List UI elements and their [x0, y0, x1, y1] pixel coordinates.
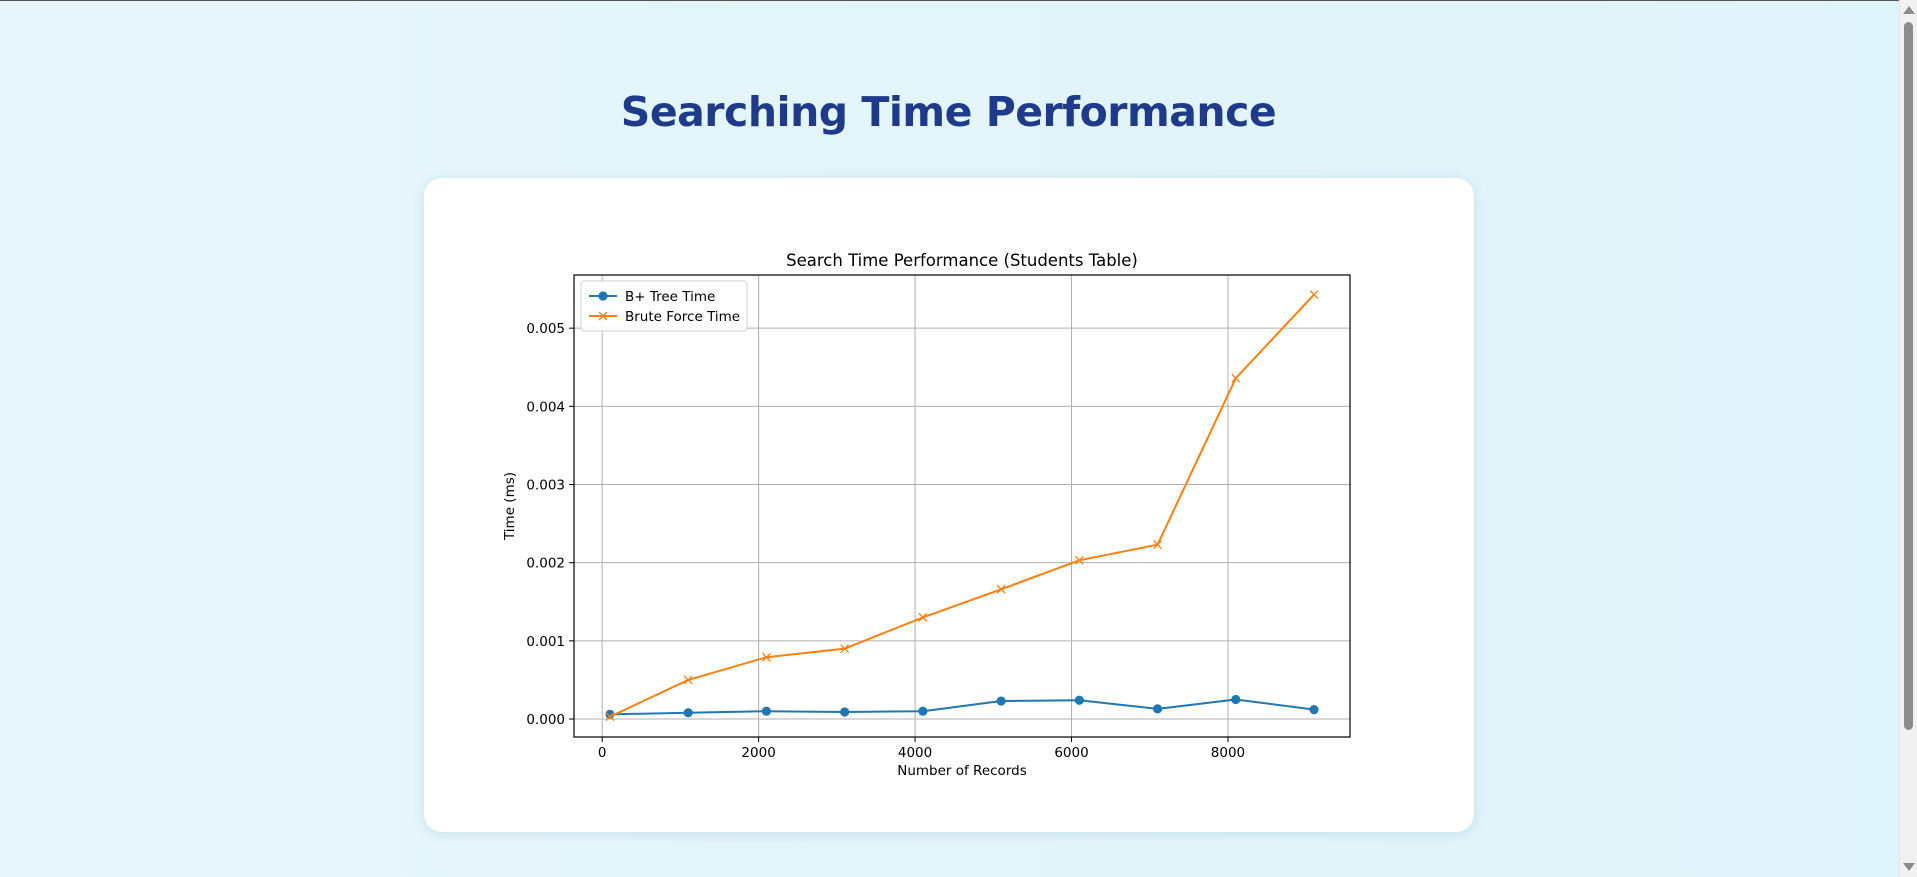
series-0: [605, 694, 1319, 719]
chart-title: Search Time Performance (Students Table): [786, 251, 1138, 270]
data-point: [683, 675, 693, 685]
data-point: [683, 708, 693, 718]
data-point: [1231, 694, 1241, 705]
data-point: [1074, 695, 1084, 705]
plot-frame: [573, 274, 1351, 738]
y-tick-label: 0.001: [526, 634, 565, 650]
page-title: Searching Time Performance: [620, 88, 1277, 136]
x-tick-label: 4000: [898, 745, 932, 761]
y-tick-label: 0.002: [526, 556, 565, 572]
data-point: [1309, 290, 1319, 300]
legend-label: B+ Tree Time: [625, 289, 715, 305]
y-tick-label: 0.005: [526, 321, 565, 337]
y-axis-label: Time (ms): [502, 472, 518, 541]
data-point: [996, 696, 1006, 706]
legend: B+ Tree Time Brute Force Time: [580, 280, 748, 332]
series-line: [609, 698, 1315, 716]
x-tick-label: 0: [598, 745, 607, 761]
data-point: [840, 707, 850, 717]
series-layer: [605, 290, 1319, 722]
scroll-up-arrow-icon[interactable]: [1903, 6, 1915, 14]
chart-card: 0 2000 4000 6000 8000 0.000 0.001 0.002 0.003 0.0…: [424, 178, 1474, 832]
data-point: [1153, 540, 1163, 550]
data-point: [1152, 704, 1163, 714]
data-point: [840, 644, 850, 654]
legend-label: Brute Force Time: [625, 309, 740, 325]
data-point: [1074, 555, 1084, 565]
legend-item: B+ Tree Time: [589, 289, 715, 305]
y-tick-label: 0.004: [526, 399, 565, 415]
line-chart: 0 2000 4000 6000 8000 0.000 0.001 0.002 0.003 0.0…: [502, 251, 1351, 779]
y-tick-label: 0.000: [526, 712, 565, 728]
scrollbar-thumb[interactable]: [1904, 22, 1913, 730]
data-point: [605, 712, 615, 722]
data-point: [1231, 373, 1241, 383]
data-point: [996, 584, 1006, 594]
legend-box: [580, 280, 748, 332]
legend-marker: [598, 291, 608, 301]
x-tick-label: 6000: [1054, 745, 1088, 761]
legend-marker: [598, 311, 608, 321]
x-tick-label: 2000: [741, 745, 775, 761]
x-axis-label: Number of Records: [897, 763, 1027, 779]
series-1: [605, 290, 1319, 722]
legend-item: Brute Force Time: [589, 309, 740, 325]
window-top-border: [0, 0, 1917, 1]
series-line: [609, 293, 1315, 718]
data-point: [761, 706, 772, 716]
x-tick-label: 8000: [1211, 745, 1245, 761]
scroll-down-arrow-icon[interactable]: [1903, 863, 1915, 871]
data-point: [761, 652, 771, 662]
ticks: 0 2000 4000 6000 8000 0.000 0.001 0.002 0.003 0.0…: [526, 321, 1245, 761]
data-point: [1309, 705, 1319, 715]
data-point: [918, 706, 928, 716]
y-tick-label: 0.003: [526, 478, 565, 494]
data-point: [918, 612, 928, 622]
vertical-scrollbar[interactable]: [1899, 0, 1917, 877]
grid-lines: [574, 275, 1350, 737]
